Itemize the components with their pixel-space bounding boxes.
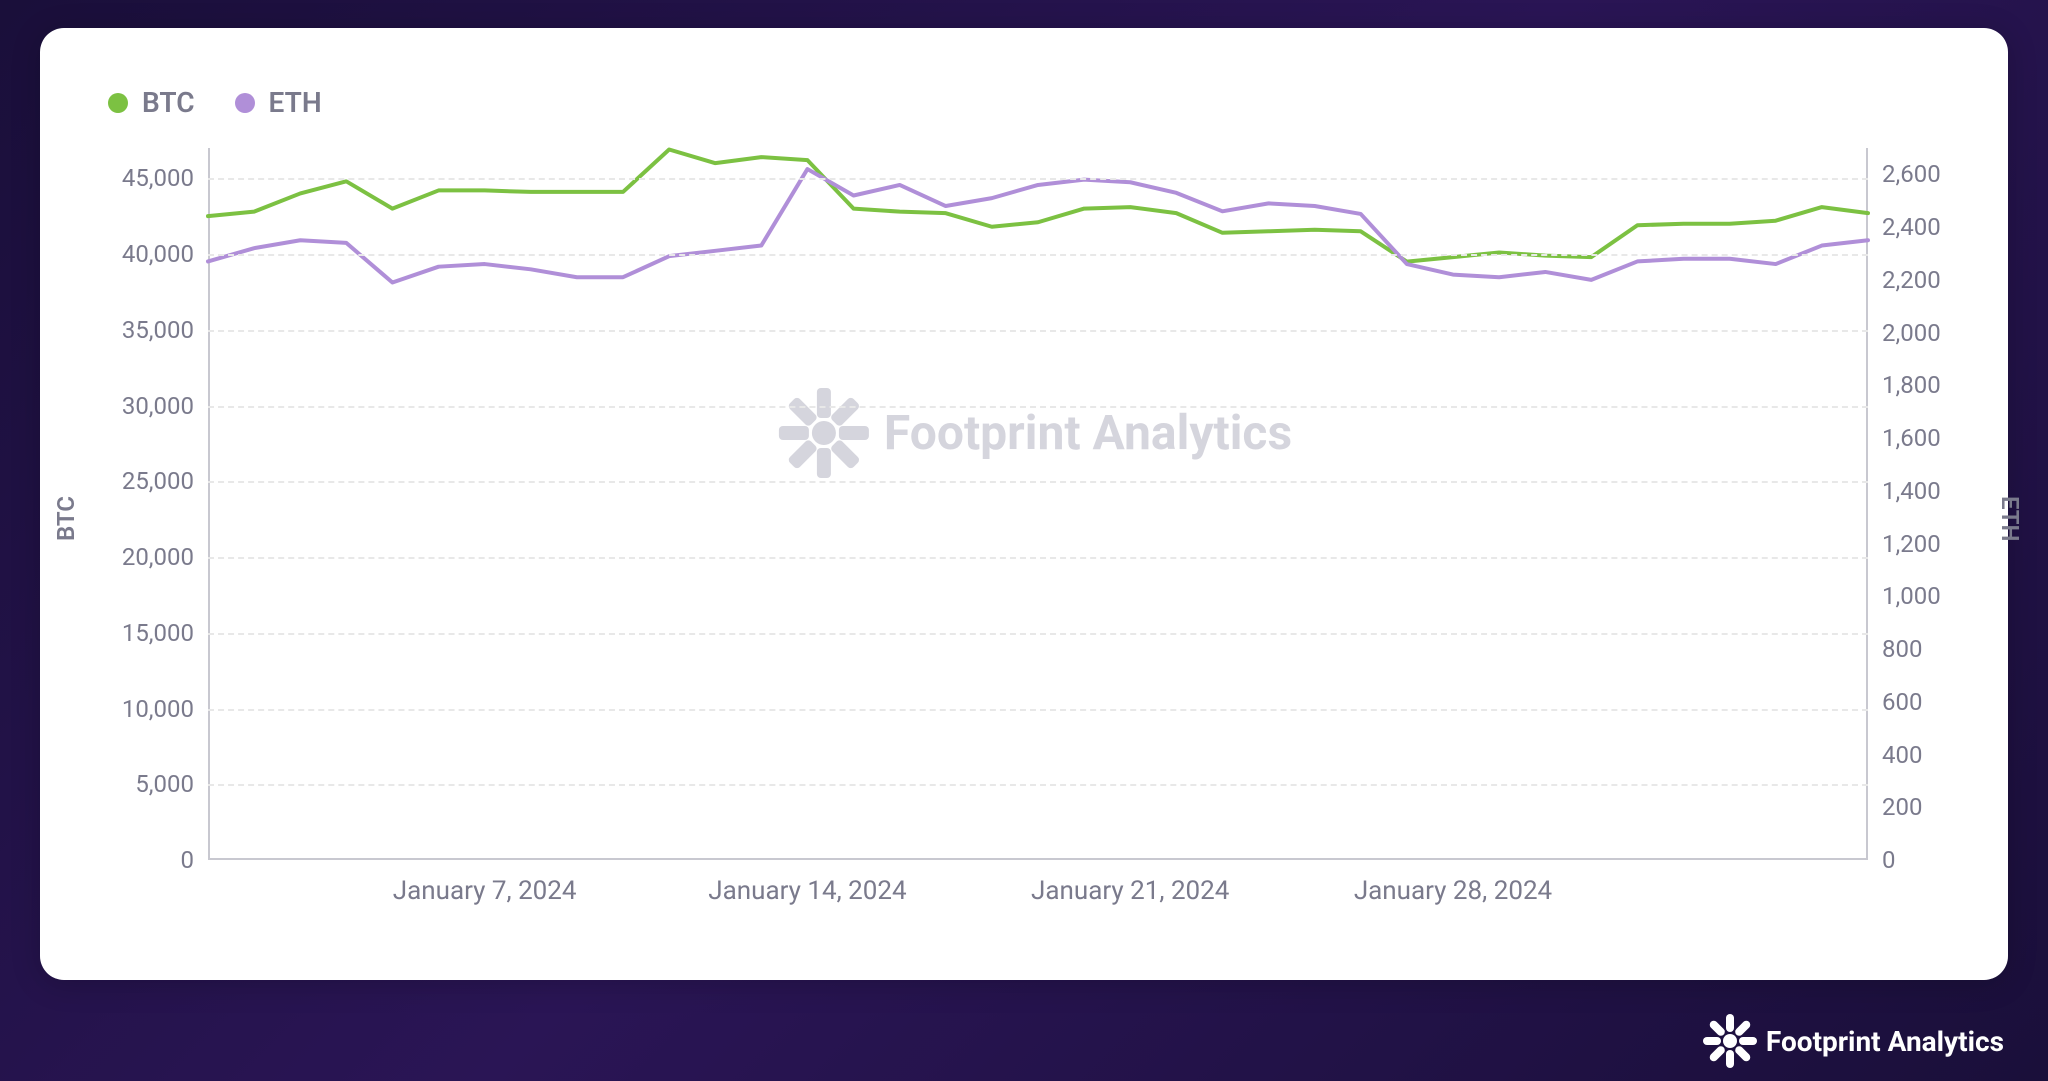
y-right-tick-label: 0 xyxy=(1882,846,1896,874)
grid-line xyxy=(208,709,1868,711)
y-right-tick-label: 600 xyxy=(1882,688,1922,716)
y-left-tick-label: 35,000 xyxy=(122,316,194,344)
y-right-tick-label: 800 xyxy=(1882,635,1922,663)
x-tick-label: January 14, 2024 xyxy=(708,876,906,906)
y-right-axis-label: ETH xyxy=(1996,496,2024,542)
x-tick-label: January 28, 2024 xyxy=(1354,876,1552,906)
y-right-tick-label: 2,200 xyxy=(1882,266,1941,294)
line-eth xyxy=(208,169,1868,282)
y-left-tick-label: 45,000 xyxy=(122,164,194,192)
y-left-tick-label: 0 xyxy=(181,846,195,874)
chart-area: BTC ETH Footprint Analytics xyxy=(108,148,1968,940)
legend-dot-eth xyxy=(235,93,255,113)
y-left-tick-label: 30,000 xyxy=(122,392,194,420)
spark-icon xyxy=(1708,1019,1752,1063)
plot-region: Footprint Analytics 05,00010,00015,00020… xyxy=(208,148,1868,860)
y-left-axis-label: BTC xyxy=(52,496,80,541)
footer-brand[interactable]: Footprint Analytics xyxy=(1708,1019,2004,1063)
y-left-tick-label: 20,000 xyxy=(122,543,194,571)
y-right-tick-label: 1,000 xyxy=(1882,582,1941,610)
y-left-tick-label: 40,000 xyxy=(122,240,194,268)
legend-item-eth[interactable]: ETH xyxy=(235,86,322,119)
grid-line xyxy=(208,330,1868,332)
y-left-tick-label: 5,000 xyxy=(135,770,194,798)
y-left-tick-label: 25,000 xyxy=(122,467,194,495)
y-right-tick-label: 1,400 xyxy=(1882,477,1941,505)
chart-card: BTC ETH BTC ETH xyxy=(40,28,2008,980)
legend-label-eth: ETH xyxy=(269,86,322,119)
y-right-tick-label: 1,200 xyxy=(1882,530,1941,558)
x-tick-label: January 7, 2024 xyxy=(393,876,577,906)
grid-line xyxy=(208,557,1868,559)
legend-dot-btc xyxy=(108,93,128,113)
x-tick-label: January 21, 2024 xyxy=(1031,876,1229,906)
legend: BTC ETH xyxy=(108,86,322,119)
y-right-tick-label: 400 xyxy=(1882,741,1922,769)
grid-line xyxy=(208,406,1868,408)
grid-line xyxy=(208,178,1868,180)
grid-line xyxy=(208,254,1868,256)
legend-label-btc: BTC xyxy=(142,86,195,119)
y-right-tick-label: 1,800 xyxy=(1882,371,1941,399)
y-right-tick-label: 2,600 xyxy=(1882,160,1941,188)
y-right-tick-label: 2,000 xyxy=(1882,319,1941,347)
y-left-tick-label: 10,000 xyxy=(122,695,194,723)
grid-line xyxy=(208,633,1868,635)
y-right-tick-label: 1,600 xyxy=(1882,424,1941,452)
legend-item-btc[interactable]: BTC xyxy=(108,86,195,119)
grid-line xyxy=(208,784,1868,786)
y-right-tick-label: 2,400 xyxy=(1882,213,1941,241)
grid-line xyxy=(208,481,1868,483)
footer-brand-text: Footprint Analytics xyxy=(1766,1025,2004,1058)
y-left-tick-label: 15,000 xyxy=(122,619,194,647)
y-right-tick-label: 200 xyxy=(1882,793,1922,821)
line-btc xyxy=(208,149,1868,261)
